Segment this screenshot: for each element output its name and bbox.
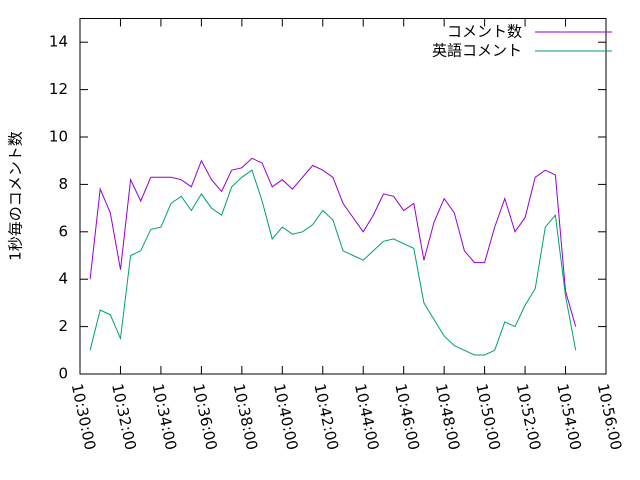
series-line (89, 169, 577, 356)
y-tick-label: 10 (49, 128, 68, 146)
y-tick-label: 6 (58, 222, 68, 240)
x-tick-label: 10:48:00 (432, 382, 464, 452)
x-tick-label: 10:42:00 (310, 382, 342, 452)
y-axis-label: 1秒毎のコメント数 (7, 131, 25, 261)
x-tick-label: 10:46:00 (391, 382, 423, 452)
x-tick-label: 10:44:00 (351, 382, 383, 452)
y-tick-label: 8 (58, 175, 68, 193)
x-tick-label: 10:38:00 (230, 382, 262, 452)
y-tick-label: 12 (49, 80, 68, 98)
x-tick-label: 10:36:00 (189, 382, 221, 452)
y-tick-label: 2 (58, 317, 68, 335)
x-tick-label: 10:32:00 (108, 382, 140, 452)
y-tick-label: 0 (58, 365, 68, 383)
x-tick-label: 10:56:00 (594, 382, 626, 452)
legend-label: コメント数 (447, 23, 522, 41)
x-tick-label: 10:52:00 (513, 382, 545, 452)
y-tick-label: 14 (49, 33, 68, 51)
x-tick-label: 10:30:00 (68, 382, 100, 452)
x-tick-label: 10:40:00 (270, 382, 302, 452)
plot-frame (79, 18, 607, 375)
x-tick-label: 10:50:00 (472, 382, 504, 452)
x-tick-label: 10:34:00 (149, 382, 181, 452)
series-line (89, 157, 577, 327)
x-tick-label: 10:54:00 (553, 382, 585, 452)
legend-label: 英語コメント (432, 42, 522, 60)
y-tick-label: 4 (58, 270, 68, 288)
